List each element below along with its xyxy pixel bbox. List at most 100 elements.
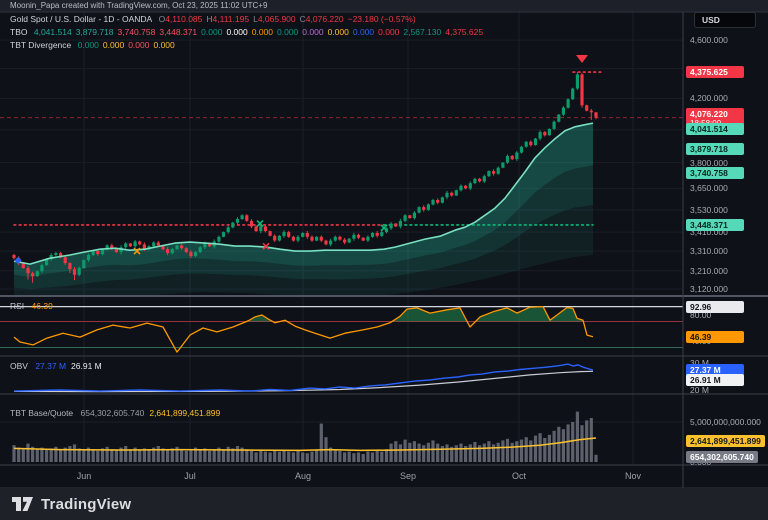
ohlc-value: 4,065.900 [257,14,296,24]
time-axis[interactable]: Jun Jul Aug Sep Oct Nov [0,465,683,488]
candle-body [519,146,524,153]
volume-bar [249,450,254,462]
volume-bar [422,445,426,462]
volume-bar [575,411,579,462]
candle-body [571,88,575,100]
tbo-value: 3,448.371 [159,27,198,37]
symbol-legend-row[interactable]: Gold Spot / U.S. Dollar - 1D - OANDA O 4,… [10,13,487,26]
axis-value-label: 4,375.625 [686,66,744,79]
tbo-value: 0.000 [352,27,375,37]
candle-body [408,215,412,219]
tradingview-logo-icon[interactable] [12,494,34,514]
volume-bar [35,449,39,462]
candle-body [356,234,361,238]
rsi-legend-row[interactable]: RSI 46.39 [10,301,58,312]
candle-body [329,240,333,245]
volume-bar [226,446,230,462]
candle-body [440,197,444,203]
volume-bar [221,449,226,462]
candle-body [245,215,249,221]
axis-value-label: 3,740.758 [686,166,744,179]
volume-bar [561,429,565,462]
volume-bar [468,444,472,462]
candle-body [594,112,598,118]
attribution-text: Moonin_Papa created with TradingView.com… [10,1,268,10]
volume-bar [77,448,81,462]
ohlc-letter: O [158,14,166,24]
volume-bar [361,454,365,462]
candle-body [394,223,398,227]
volume-bar [594,454,598,462]
tbo-cloud [14,123,593,296]
tbo-value: 0.000 [327,27,349,37]
volume-label: TBT Base/Quote [10,408,74,418]
volume-bar [384,449,389,462]
candle-body [287,232,291,237]
tbt-divergence-value: 0.000 [128,40,150,50]
candle-body [166,249,170,254]
tbo-value: 4,041.514 [33,27,72,37]
candle-body [91,251,95,255]
volume-bar [170,448,174,462]
volume-bar [464,446,468,462]
time-axis-month-label: Aug [294,471,312,481]
candle-body [35,271,39,277]
volume-bar [501,440,505,462]
candle-body [31,273,35,277]
candle-body [585,105,589,111]
volume-bar [408,442,412,462]
candle-body [492,171,496,174]
candle-body [40,265,44,272]
volume-bar [254,452,258,462]
candle-body [515,152,519,160]
volume-bar [142,448,146,462]
volume-bar [124,446,128,462]
volume-bar [245,449,249,462]
volume-bar [212,449,216,462]
volume-bar [296,450,300,462]
volume-bar [17,447,21,462]
candle-body [105,245,109,250]
candle-body [389,223,393,229]
axis-tick-label: 3,310.000 [690,246,728,257]
volume-bar [31,446,35,462]
volume-bar [431,440,435,462]
volume-bar [12,445,16,462]
ohlc-letter: L [253,14,258,24]
attribution-bar: Moonin_Papa created with TradingView.com… [0,0,768,12]
volume-bar [82,450,86,462]
tbo-legend-row[interactable]: TBO 4,041.514 3,879.718 3,740.758 3,448.371… [10,26,487,39]
candle-body [310,236,314,241]
obv-legend-row[interactable]: OBV 27.37 M 26.91 M [10,361,107,372]
volume-value: 2,641,899,451.899 [149,408,221,418]
volume-bar [529,440,533,462]
volume-value: 654,302,605.740 [80,408,145,418]
candle-body [296,236,300,241]
tbt-divergence-legend-row[interactable]: TBT Divergence 0.000 0.000 0.000 0.000 [10,39,487,52]
currency-usd-button[interactable]: USD [694,12,756,28]
volume-bar [538,433,542,462]
candle-body [277,235,281,241]
volume-legend-row[interactable]: TBT Base/Quote 654,302,605.740 2,641,899,… [10,408,225,419]
candle-body [468,183,472,189]
volume-bar [240,447,244,462]
candle-body [398,220,402,227]
candle-body [63,257,67,264]
rsi-line [13,305,594,353]
candle-body [249,220,254,227]
volume-bar [114,450,118,462]
candle-body [347,238,351,243]
candle-body [305,233,309,237]
ohlc-value: 4,111.195 [212,14,250,24]
tbo-label: TBO [10,27,28,37]
volume-bar [412,441,416,462]
candle-body [538,132,542,139]
tradingview-logo-text[interactable]: TradingView [41,495,132,513]
candle-body [124,243,128,248]
volume-bar [380,451,384,462]
price-axis[interactable]: 4,600.0004,400.0004,200.0003,800.0003,65… [684,0,768,520]
volume-bar [86,447,91,462]
symbol-title: Gold Spot / U.S. Dollar - 1D - OANDA [10,14,153,24]
candle-body [473,178,477,184]
